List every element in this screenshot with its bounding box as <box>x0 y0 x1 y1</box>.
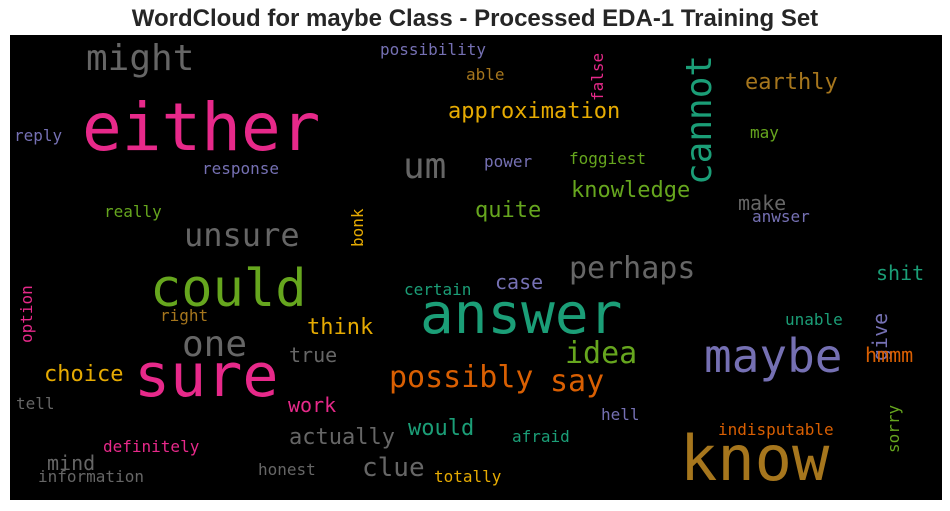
word-clue: clue <box>362 453 425 483</box>
word-may: may <box>750 123 779 142</box>
word-anwser: anwser <box>752 207 810 226</box>
chart-title: WordCloud for maybe Class - Processed ED… <box>131 5 819 32</box>
word-actually: actually <box>289 425 395 450</box>
word-choice: choice <box>44 362 124 387</box>
word-right: right <box>160 306 209 325</box>
word-cannot: cannot <box>679 54 720 185</box>
word-work: work <box>288 393 337 417</box>
word-think: think <box>307 315 374 340</box>
word-tell: tell <box>16 394 55 413</box>
word-know: know <box>680 422 830 495</box>
word-hell: hell <box>601 405 640 424</box>
word-cloud: either answer know sure could maybe might canno… <box>10 35 942 500</box>
word-sorry: sorry <box>884 404 903 453</box>
word-say: say <box>550 364 605 399</box>
word-one: one <box>182 324 248 365</box>
word-honest: honest <box>258 460 316 479</box>
word-able: able <box>466 65 505 84</box>
word-knowledge: knowledge <box>571 178 691 203</box>
word-earthly: earthly <box>745 70 838 95</box>
word-definitely: definitely <box>103 437 200 456</box>
word-could: could <box>150 259 307 319</box>
word-mind: mind <box>47 451 96 475</box>
word-false: false <box>588 52 607 101</box>
word-idea: idea <box>565 336 638 371</box>
word-maybe: maybe <box>704 329 843 383</box>
word-indisputable: indisputable <box>718 420 834 439</box>
word-possibility: possibility <box>380 40 486 59</box>
word-reply: reply <box>14 126 63 145</box>
word-bonk: bonk <box>348 208 367 247</box>
word-unable: unable <box>785 310 843 329</box>
word-approximation: approximation <box>448 99 621 124</box>
word-foggiest: foggiest <box>569 149 647 168</box>
word-totally: totally <box>434 467 502 486</box>
word-power: power <box>484 152 533 171</box>
word-really: really <box>104 202 162 221</box>
word-um: um <box>403 146 447 187</box>
word-might: might <box>86 38 195 79</box>
word-either: either <box>82 89 321 166</box>
word-option: option <box>17 285 36 343</box>
word-sure: sure <box>134 341 279 411</box>
word-would: would <box>408 416 475 441</box>
word-shit: shit <box>876 261 925 285</box>
word-unsure: unsure <box>184 216 300 254</box>
word-information: information <box>38 467 144 486</box>
word-afraid: afraid <box>512 427 570 446</box>
word-case: case <box>495 270 544 294</box>
word-certain: certain <box>404 280 472 299</box>
word-hmmm: hmmm <box>865 343 914 367</box>
word-response: response <box>202 159 280 178</box>
word-true: true <box>289 343 338 367</box>
word-answer: answer <box>420 282 623 347</box>
word-make: make <box>738 191 787 215</box>
word-possibly: possibly <box>389 360 534 395</box>
word-perhaps: perhaps <box>569 251 696 286</box>
word-quite: quite <box>475 198 542 223</box>
